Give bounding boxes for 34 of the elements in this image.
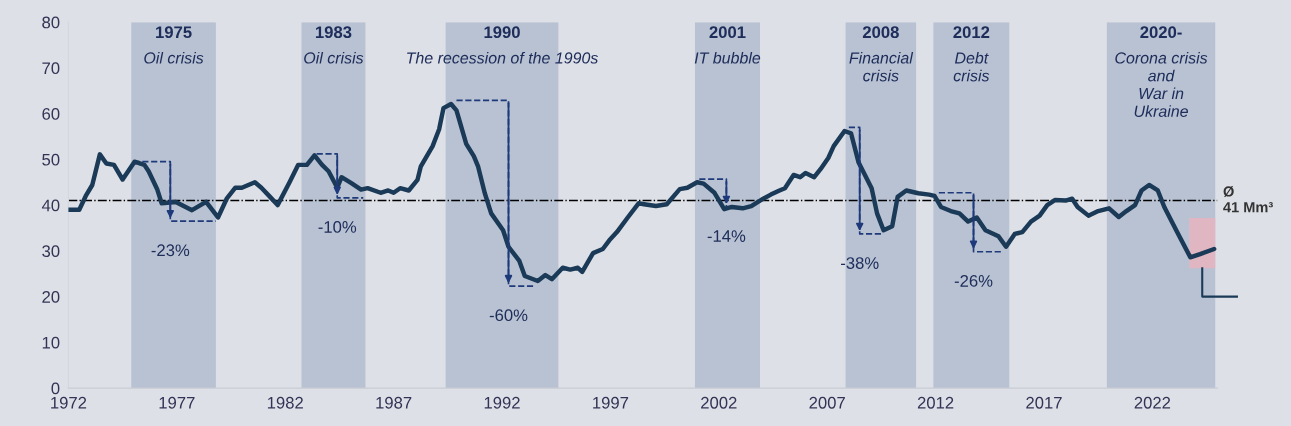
annotation: -23% bbox=[151, 244, 190, 257]
x-tick-label: 2022 bbox=[1134, 396, 1171, 409]
y-tick-label: 50 bbox=[42, 153, 60, 166]
band-label: 2012 Debt crisis bbox=[953, 26, 990, 82]
y-tick-label: 40 bbox=[41, 199, 60, 212]
y-tick-label: 70 bbox=[42, 62, 60, 75]
y-tick-label: 20 bbox=[42, 291, 60, 303]
band-label: 2020- Corona crisis and War in Ukraine bbox=[1115, 26, 1208, 117]
annotation: -10% bbox=[318, 221, 357, 233]
annotation: -26% bbox=[954, 275, 993, 287]
y-tick-label: 30 bbox=[42, 245, 60, 258]
band-label: 2008 Financial crisis bbox=[849, 26, 914, 82]
annotation: -14% bbox=[707, 230, 746, 242]
x-tick-label: 2017 bbox=[1026, 396, 1062, 409]
x-tick-label: 1987 bbox=[376, 396, 412, 409]
y-tick-label: 0 bbox=[51, 382, 60, 395]
annotation: -60% bbox=[489, 309, 528, 322]
band-label: 1975 Oil crisis bbox=[144, 26, 204, 64]
band-label: 1990 The recession of the 1990s bbox=[407, 26, 599, 64]
x-tick-label: 1972 bbox=[51, 396, 87, 409]
annotation: -38% bbox=[840, 257, 879, 269]
y-tick-label: 10 bbox=[42, 336, 60, 349]
x-tick-label: 1977 bbox=[159, 396, 195, 409]
band-label: 2001 IT bubble bbox=[694, 26, 761, 64]
x-tick-label: 2007 bbox=[809, 396, 845, 409]
x-tick-label: 1992 bbox=[484, 396, 520, 409]
ref-line-label: Ø 41 Mm³ bbox=[1223, 185, 1273, 213]
y-tick-label: 80 bbox=[42, 16, 60, 29]
x-tick-label: 2012 bbox=[917, 396, 954, 409]
band-label: 1983 Oil crisis bbox=[304, 26, 364, 64]
x-tick-label: 1997 bbox=[593, 396, 629, 409]
x-tick-label: 2002 bbox=[701, 396, 737, 409]
x-tick-label: 1982 bbox=[267, 396, 303, 409]
y-tick-label: 60 bbox=[42, 108, 60, 120]
